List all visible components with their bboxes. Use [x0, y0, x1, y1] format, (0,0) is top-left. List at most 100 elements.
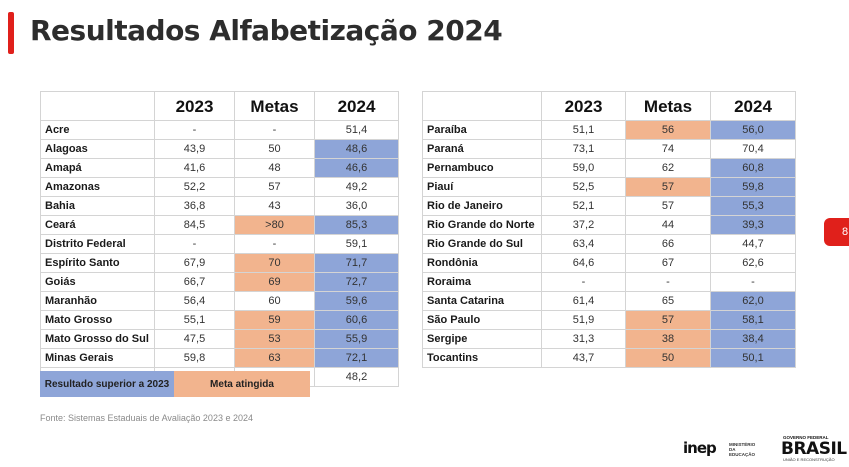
value-2024-cell: 70,4	[710, 139, 796, 159]
value-2024-cell: 46,6	[314, 158, 399, 178]
value-2023-cell: -	[541, 272, 626, 292]
state-cell: Acre	[40, 120, 155, 140]
meta-cell: 56	[625, 120, 711, 140]
table-row: Amapá 41,6 48 46,6	[40, 158, 399, 178]
state-cell: Santa Catarina	[422, 291, 542, 311]
value-2023-cell: 52,1	[541, 196, 626, 216]
value-2023-cell: 43,9	[154, 139, 235, 159]
state-cell: Piauí	[422, 177, 542, 197]
state-cell: Bahia	[40, 196, 155, 216]
value-2023-cell: 64,6	[541, 253, 626, 273]
value-2024-cell: 59,1	[314, 234, 399, 254]
table-row: Rio de Janeiro 52,1 57 55,3	[422, 196, 796, 216]
state-cell: Rio Grande do Sul	[422, 234, 542, 254]
state-cell: Paraíba	[422, 120, 542, 140]
table-row: Maranhão 56,4 60 59,6	[40, 291, 399, 311]
meta-cell: -	[625, 272, 711, 292]
state-cell: Amapá	[40, 158, 155, 178]
page-number-tab[interactable]: 8	[824, 218, 849, 246]
table-header-row: 2023 Metas 2024	[422, 91, 796, 121]
value-2023-cell: 55,1	[154, 310, 235, 330]
value-2024-cell: 50,1	[710, 348, 796, 368]
table-row: Rondônia 64,6 67 62,6	[422, 253, 796, 273]
state-cell: Amazonas	[40, 177, 155, 197]
state-cell: Roraima	[422, 272, 542, 292]
meta-cell: 50	[625, 348, 711, 368]
value-2024-cell: 85,3	[314, 215, 399, 235]
table-row: Bahia 36,8 43 36,0	[40, 196, 399, 216]
table-row: Alagoas 43,9 50 48,6	[40, 139, 399, 159]
table-row: Mato Grosso 55,1 59 60,6	[40, 310, 399, 330]
value-2024-cell: 55,3	[710, 196, 796, 216]
uniao-reconstrucao-label: UNIÃO E RECONSTRUÇÃO	[783, 457, 835, 462]
value-2024-cell: 38,4	[710, 329, 796, 349]
meta-cell: 57	[234, 177, 315, 197]
state-cell: Minas Gerais	[40, 348, 155, 368]
state-cell: Mato Grosso do Sul	[40, 329, 155, 349]
meta-cell: 38	[625, 329, 711, 349]
value-2024-cell: 59,6	[314, 291, 399, 311]
state-cell: Paraná	[422, 139, 542, 159]
value-2023-cell: 66,7	[154, 272, 235, 292]
header-state	[40, 91, 155, 121]
value-2024-cell: 39,3	[710, 215, 796, 235]
value-2023-cell: 59,8	[154, 348, 235, 368]
value-2023-cell: 51,9	[541, 310, 626, 330]
ministerio-logo: MINISTÉRIO DA EDUCAÇÃO	[729, 442, 756, 457]
value-2024-cell: 44,7	[710, 234, 796, 254]
state-cell: Rondônia	[422, 253, 542, 273]
value-2023-cell: 73,1	[541, 139, 626, 159]
table-row: Goiás 66,7 69 72,7	[40, 272, 399, 292]
value-2023-cell: 41,6	[154, 158, 235, 178]
value-2023-cell: 52,2	[154, 177, 235, 197]
value-2024-cell: 60,8	[710, 158, 796, 178]
state-cell: Pernambuco	[422, 158, 542, 178]
meta-cell: 44	[625, 215, 711, 235]
value-2024-cell: 56,0	[710, 120, 796, 140]
state-cell: Sergipe	[422, 329, 542, 349]
state-cell: Ceará	[40, 215, 155, 235]
meta-cell: 50	[234, 139, 315, 159]
meta-cell: 63	[234, 348, 315, 368]
meta-cell: 57	[625, 177, 711, 197]
header-2024: 2024	[314, 91, 399, 121]
value-2024-cell: 62,0	[710, 291, 796, 311]
state-cell: Rio Grande do Norte	[422, 215, 542, 235]
value-2024-cell: -	[710, 272, 796, 292]
state-cell: Alagoas	[40, 139, 155, 159]
inep-logo: inep	[683, 439, 717, 457]
legend-orange-label: Meta atingida	[174, 371, 310, 397]
table-row: Amazonas 52,2 57 49,2	[40, 177, 399, 197]
state-cell: Distrito Federal	[40, 234, 155, 254]
governo-federal-label: GOVERNO FEDERAL	[783, 435, 829, 440]
value-2023-cell: 37,2	[541, 215, 626, 235]
value-2023-cell: 47,5	[154, 329, 235, 349]
meta-cell: 74	[625, 139, 711, 159]
state-cell: Tocantins	[422, 348, 542, 368]
value-2023-cell: 43,7	[541, 348, 626, 368]
table-row: Espírito Santo 67,9 70 71,7	[40, 253, 399, 273]
meta-cell: 66	[625, 234, 711, 254]
state-cell: São Paulo	[422, 310, 542, 330]
table-row: São Paulo 51,9 57 58,1	[422, 310, 796, 330]
value-2023-cell: 31,3	[541, 329, 626, 349]
value-2024-cell: 51,4	[314, 120, 399, 140]
value-2023-cell: 61,4	[541, 291, 626, 311]
value-2024-cell: 36,0	[314, 196, 399, 216]
table-row: Santa Catarina 61,4 65 62,0	[422, 291, 796, 311]
value-2024-cell: 60,6	[314, 310, 399, 330]
meta-cell: 67	[625, 253, 711, 273]
table-row: Sergipe 31,3 38 38,4	[422, 329, 796, 349]
table-row: Minas Gerais 59,8 63 72,1	[40, 348, 399, 368]
meta-cell: 53	[234, 329, 315, 349]
meta-cell: 65	[625, 291, 711, 311]
meta-cell: 59	[234, 310, 315, 330]
meta-cell: 69	[234, 272, 315, 292]
brasil-logo: BRASIL	[781, 439, 847, 459]
state-cell: Mato Grosso	[40, 310, 155, 330]
table-row: Tocantins 43,7 50 50,1	[422, 348, 796, 368]
table-row: Pernambuco 59,0 62 60,8	[422, 158, 796, 178]
value-2024-cell: 48,2	[314, 367, 399, 387]
table-row: Roraima - - -	[422, 272, 796, 292]
table-row: Distrito Federal - -59,1	[40, 234, 399, 254]
